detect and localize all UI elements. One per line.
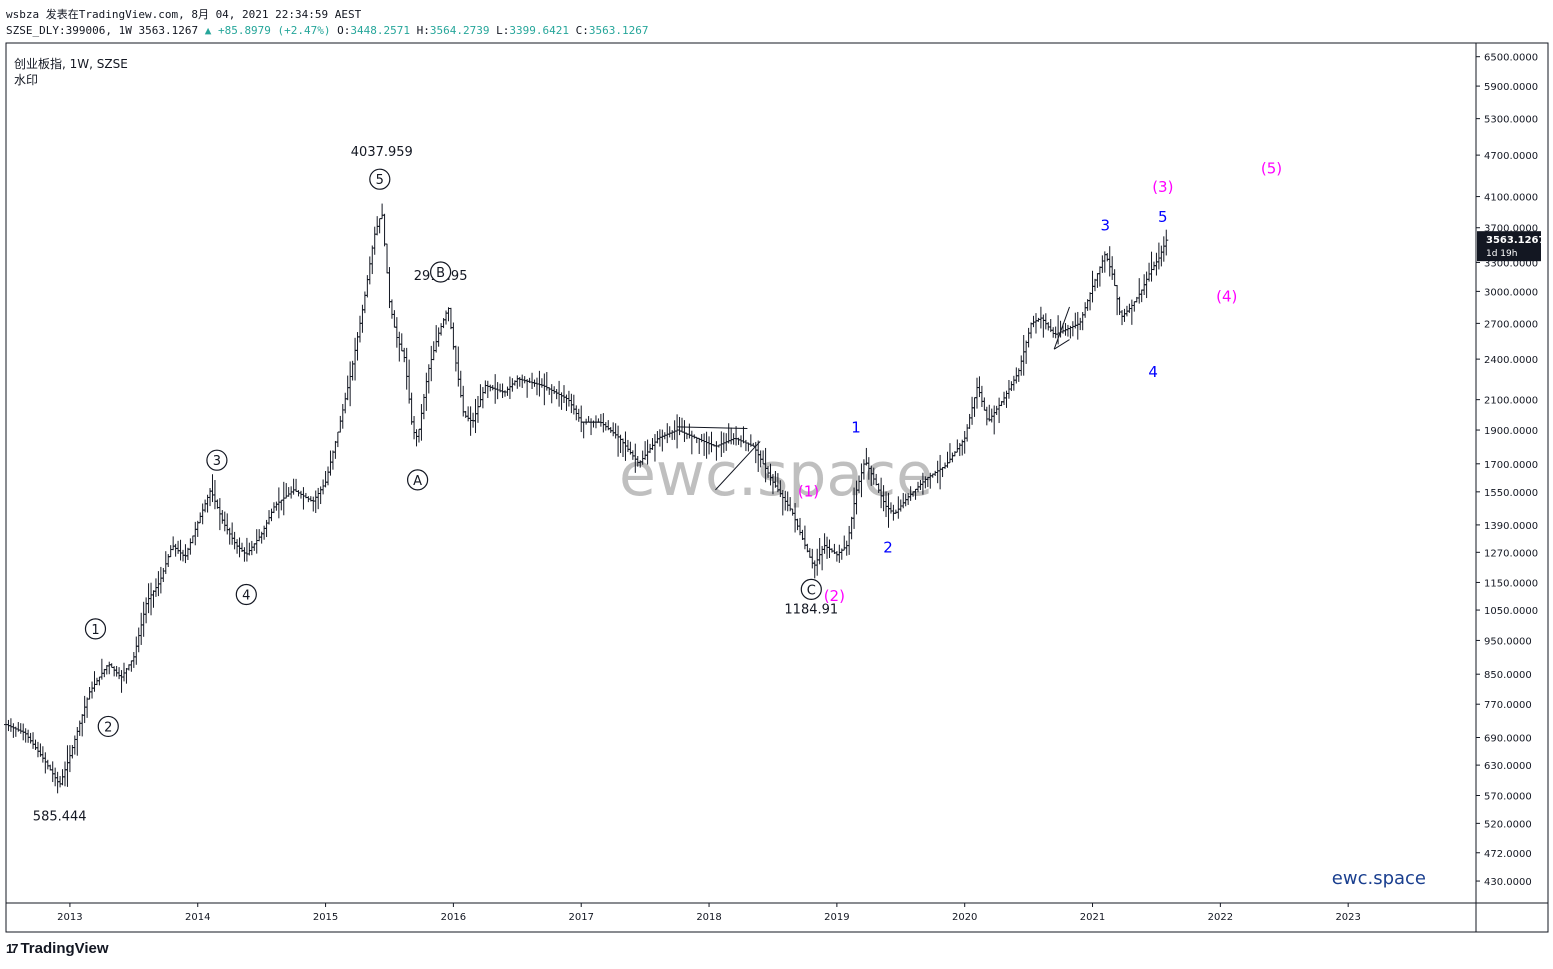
x-tick-label: 2023 <box>1335 912 1360 923</box>
y-tick-label: 3300.0000 <box>1484 258 1538 269</box>
open-label: O: <box>337 24 351 37</box>
x-tick-label: 2019 <box>824 912 849 923</box>
y-tick-label: 1150.0000 <box>1484 578 1538 589</box>
wave-label-magenta: (1) <box>798 482 819 500</box>
y-tick-label: 6500.0000 <box>1484 53 1538 64</box>
wave-label-magenta: (3) <box>1152 178 1173 196</box>
y-tick-label: 1900.0000 <box>1484 426 1538 437</box>
wave-label-blue: 5 <box>1158 208 1168 226</box>
y-tick-label: 2100.0000 <box>1484 396 1538 407</box>
wave-circle <box>97 715 119 738</box>
x-tick-label: 2016 <box>441 912 466 923</box>
wave-label-circled: B <box>436 266 445 281</box>
wave-circle <box>84 618 107 640</box>
indicator-label: 水印 <box>14 73 39 87</box>
x-tick-label: 2014 <box>185 912 210 923</box>
triangle-line <box>1053 306 1070 350</box>
brand-text: TradingView <box>20 940 109 957</box>
x-tick-label: 2015 <box>313 912 338 923</box>
wave-circle <box>369 168 391 190</box>
wave-label-blue: 4 <box>1148 363 1158 381</box>
y-tick-label: 1390.0000 <box>1484 521 1538 532</box>
y-tick-label: 2700.0000 <box>1484 319 1538 330</box>
y-tick-label: 3000.0000 <box>1484 287 1538 298</box>
wave-label-circled: A <box>413 474 422 489</box>
ohlc-row: SZSE_DLY:399006, 1W 3563.1267 ▲ +85.8979… <box>6 24 648 37</box>
wave-circle <box>430 261 452 283</box>
x-tick-label: 2021 <box>1080 912 1105 923</box>
last-price: 3563.1267 <box>138 24 199 37</box>
symbol-title: 创业板指, 1W, SZSE <box>14 57 128 71</box>
ewc-brand-label: ewc.space <box>1332 868 1426 889</box>
y-tick-label: 770.0000 <box>1484 700 1532 711</box>
x-tick-label: 2022 <box>1208 912 1233 923</box>
wave-label-circled: 4 <box>242 589 250 604</box>
wave-label-circled: C <box>807 583 816 598</box>
y-tick-label: 1550.0000 <box>1484 488 1538 499</box>
high-label: H: <box>416 24 430 37</box>
price-annotation: 4037.959 <box>351 145 413 160</box>
price-annotation: 585.444 <box>33 809 87 824</box>
price-annotation: 1184.91 <box>784 602 838 617</box>
price-tag-value: 3563.1267 <box>1486 235 1546 246</box>
x-tick-label: 2017 <box>568 912 593 923</box>
wave-circle <box>407 469 429 491</box>
wave-label-circled: 5 <box>376 173 384 188</box>
tradingview-brand[interactable]: 17 TradingView <box>6 940 109 957</box>
wave-label-circled: 3 <box>213 454 221 469</box>
wave-label-blue: 1 <box>851 418 861 436</box>
wave-label-magenta: (4) <box>1216 287 1237 305</box>
y-tick-label: 472.0000 <box>1484 849 1532 860</box>
x-tick-label: 2018 <box>696 912 721 923</box>
price-change: ▲ +85.8979 (+2.47%) <box>204 24 331 37</box>
y-tick-label: 4100.0000 <box>1484 193 1538 204</box>
y-tick-label: 1270.0000 <box>1484 548 1538 559</box>
low-value: 3399.6421 <box>509 24 569 37</box>
ticker-label: SZSE_DLY:399006, 1W <box>6 24 132 37</box>
tradingview-logo-icon: 17 <box>6 941 19 956</box>
wave-circle <box>235 583 257 606</box>
chart-frame <box>5 42 1549 933</box>
y-tick-label: 5300.0000 <box>1484 115 1538 126</box>
y-tick-label: 3700.0000 <box>1484 224 1538 235</box>
wave-label-magenta: (2) <box>824 587 845 605</box>
y-tick-label: 430.0000 <box>1484 877 1532 888</box>
high-value: 3564.2739 <box>429 24 490 37</box>
y-tick-label: 950.0000 <box>1484 636 1532 647</box>
wave-label-magenta: (5) <box>1261 159 1282 177</box>
wave-label-circled: 1 <box>91 623 99 638</box>
triangle-line <box>677 426 748 429</box>
y-tick-label: 2400.0000 <box>1484 355 1538 366</box>
y-tick-label: 4700.0000 <box>1484 151 1538 162</box>
y-tick-label: 520.0000 <box>1484 819 1532 830</box>
y-tick-label: 1700.0000 <box>1484 460 1538 471</box>
triangle-line <box>715 441 761 491</box>
wave-circle <box>206 449 228 471</box>
y-tick-label: 690.0000 <box>1484 734 1532 745</box>
y-tick-label: 1050.0000 <box>1484 606 1538 617</box>
wave-label-circled: 2 <box>104 720 112 735</box>
wave-circle <box>800 578 822 600</box>
wave-label-blue: 3 <box>1101 217 1111 235</box>
open-value: 3448.2571 <box>350 24 411 37</box>
price-tag-box <box>1477 231 1541 262</box>
y-tick-label: 570.0000 <box>1484 791 1532 802</box>
x-tick-label: 2020 <box>952 912 977 923</box>
price-tag-countdown: 1d 19h <box>1486 249 1517 259</box>
wave-label-blue: 2 <box>883 539 893 557</box>
close-label: C: <box>575 24 589 37</box>
x-tick-label: 2013 <box>57 912 82 923</box>
y-tick-label: 850.0000 <box>1484 670 1532 681</box>
triangle-line <box>1053 339 1070 350</box>
publish-info: wsbza 发表在TradingView.com, 8月 04, 2021 22… <box>6 8 362 21</box>
y-tick-label: 5900.0000 <box>1484 82 1538 93</box>
close-value: 3563.1267 <box>588 24 649 37</box>
low-label: L: <box>496 24 510 37</box>
y-tick-label: 630.0000 <box>1484 761 1532 772</box>
